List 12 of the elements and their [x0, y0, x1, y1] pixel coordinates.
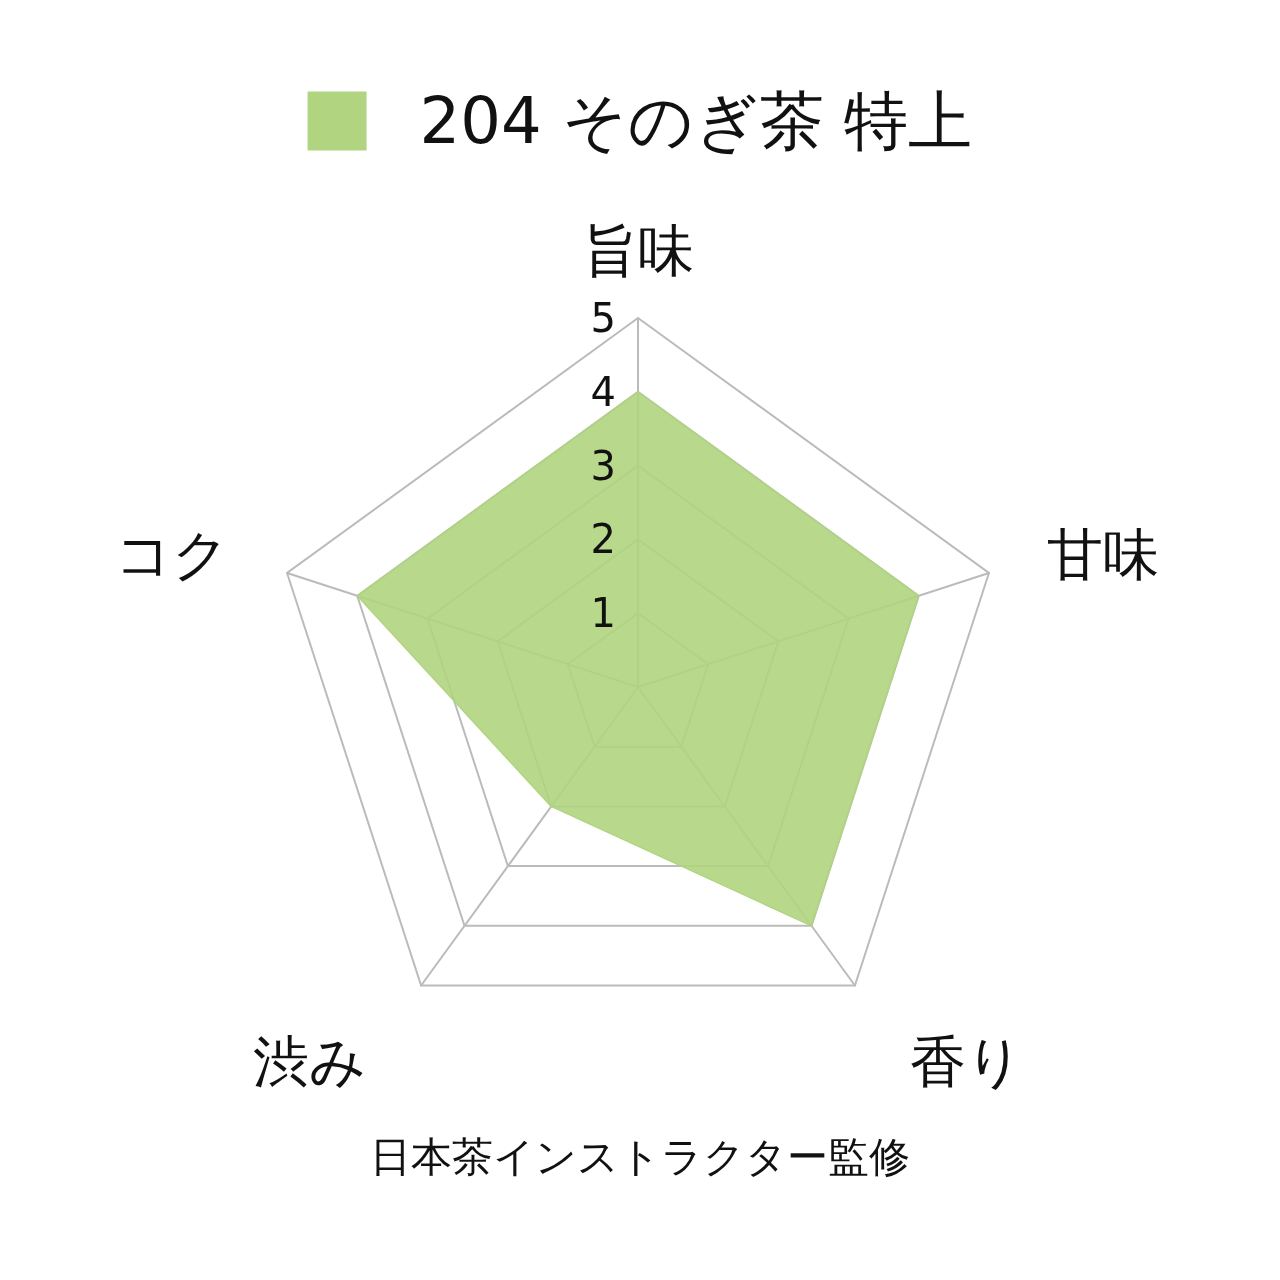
y-tick-label: 2: [590, 516, 616, 563]
y-tick-label: 1: [590, 590, 616, 637]
spoke-label: 渋み: [252, 1029, 366, 1095]
spoke-label: コク: [115, 521, 230, 587]
spoke-label: 香り: [910, 1029, 1024, 1095]
spoke-label: 甘味: [1046, 521, 1159, 587]
legend-label: 204 そのぎ茶 特上: [419, 84, 973, 158]
y-tick-label: 3: [590, 442, 616, 489]
text: 日本茶インストラクター監修: [370, 1132, 910, 1181]
y-tick-label: 5: [590, 295, 616, 341]
y-tick-label: 4: [590, 368, 616, 415]
spoke-label: 旨味: [582, 217, 694, 283]
